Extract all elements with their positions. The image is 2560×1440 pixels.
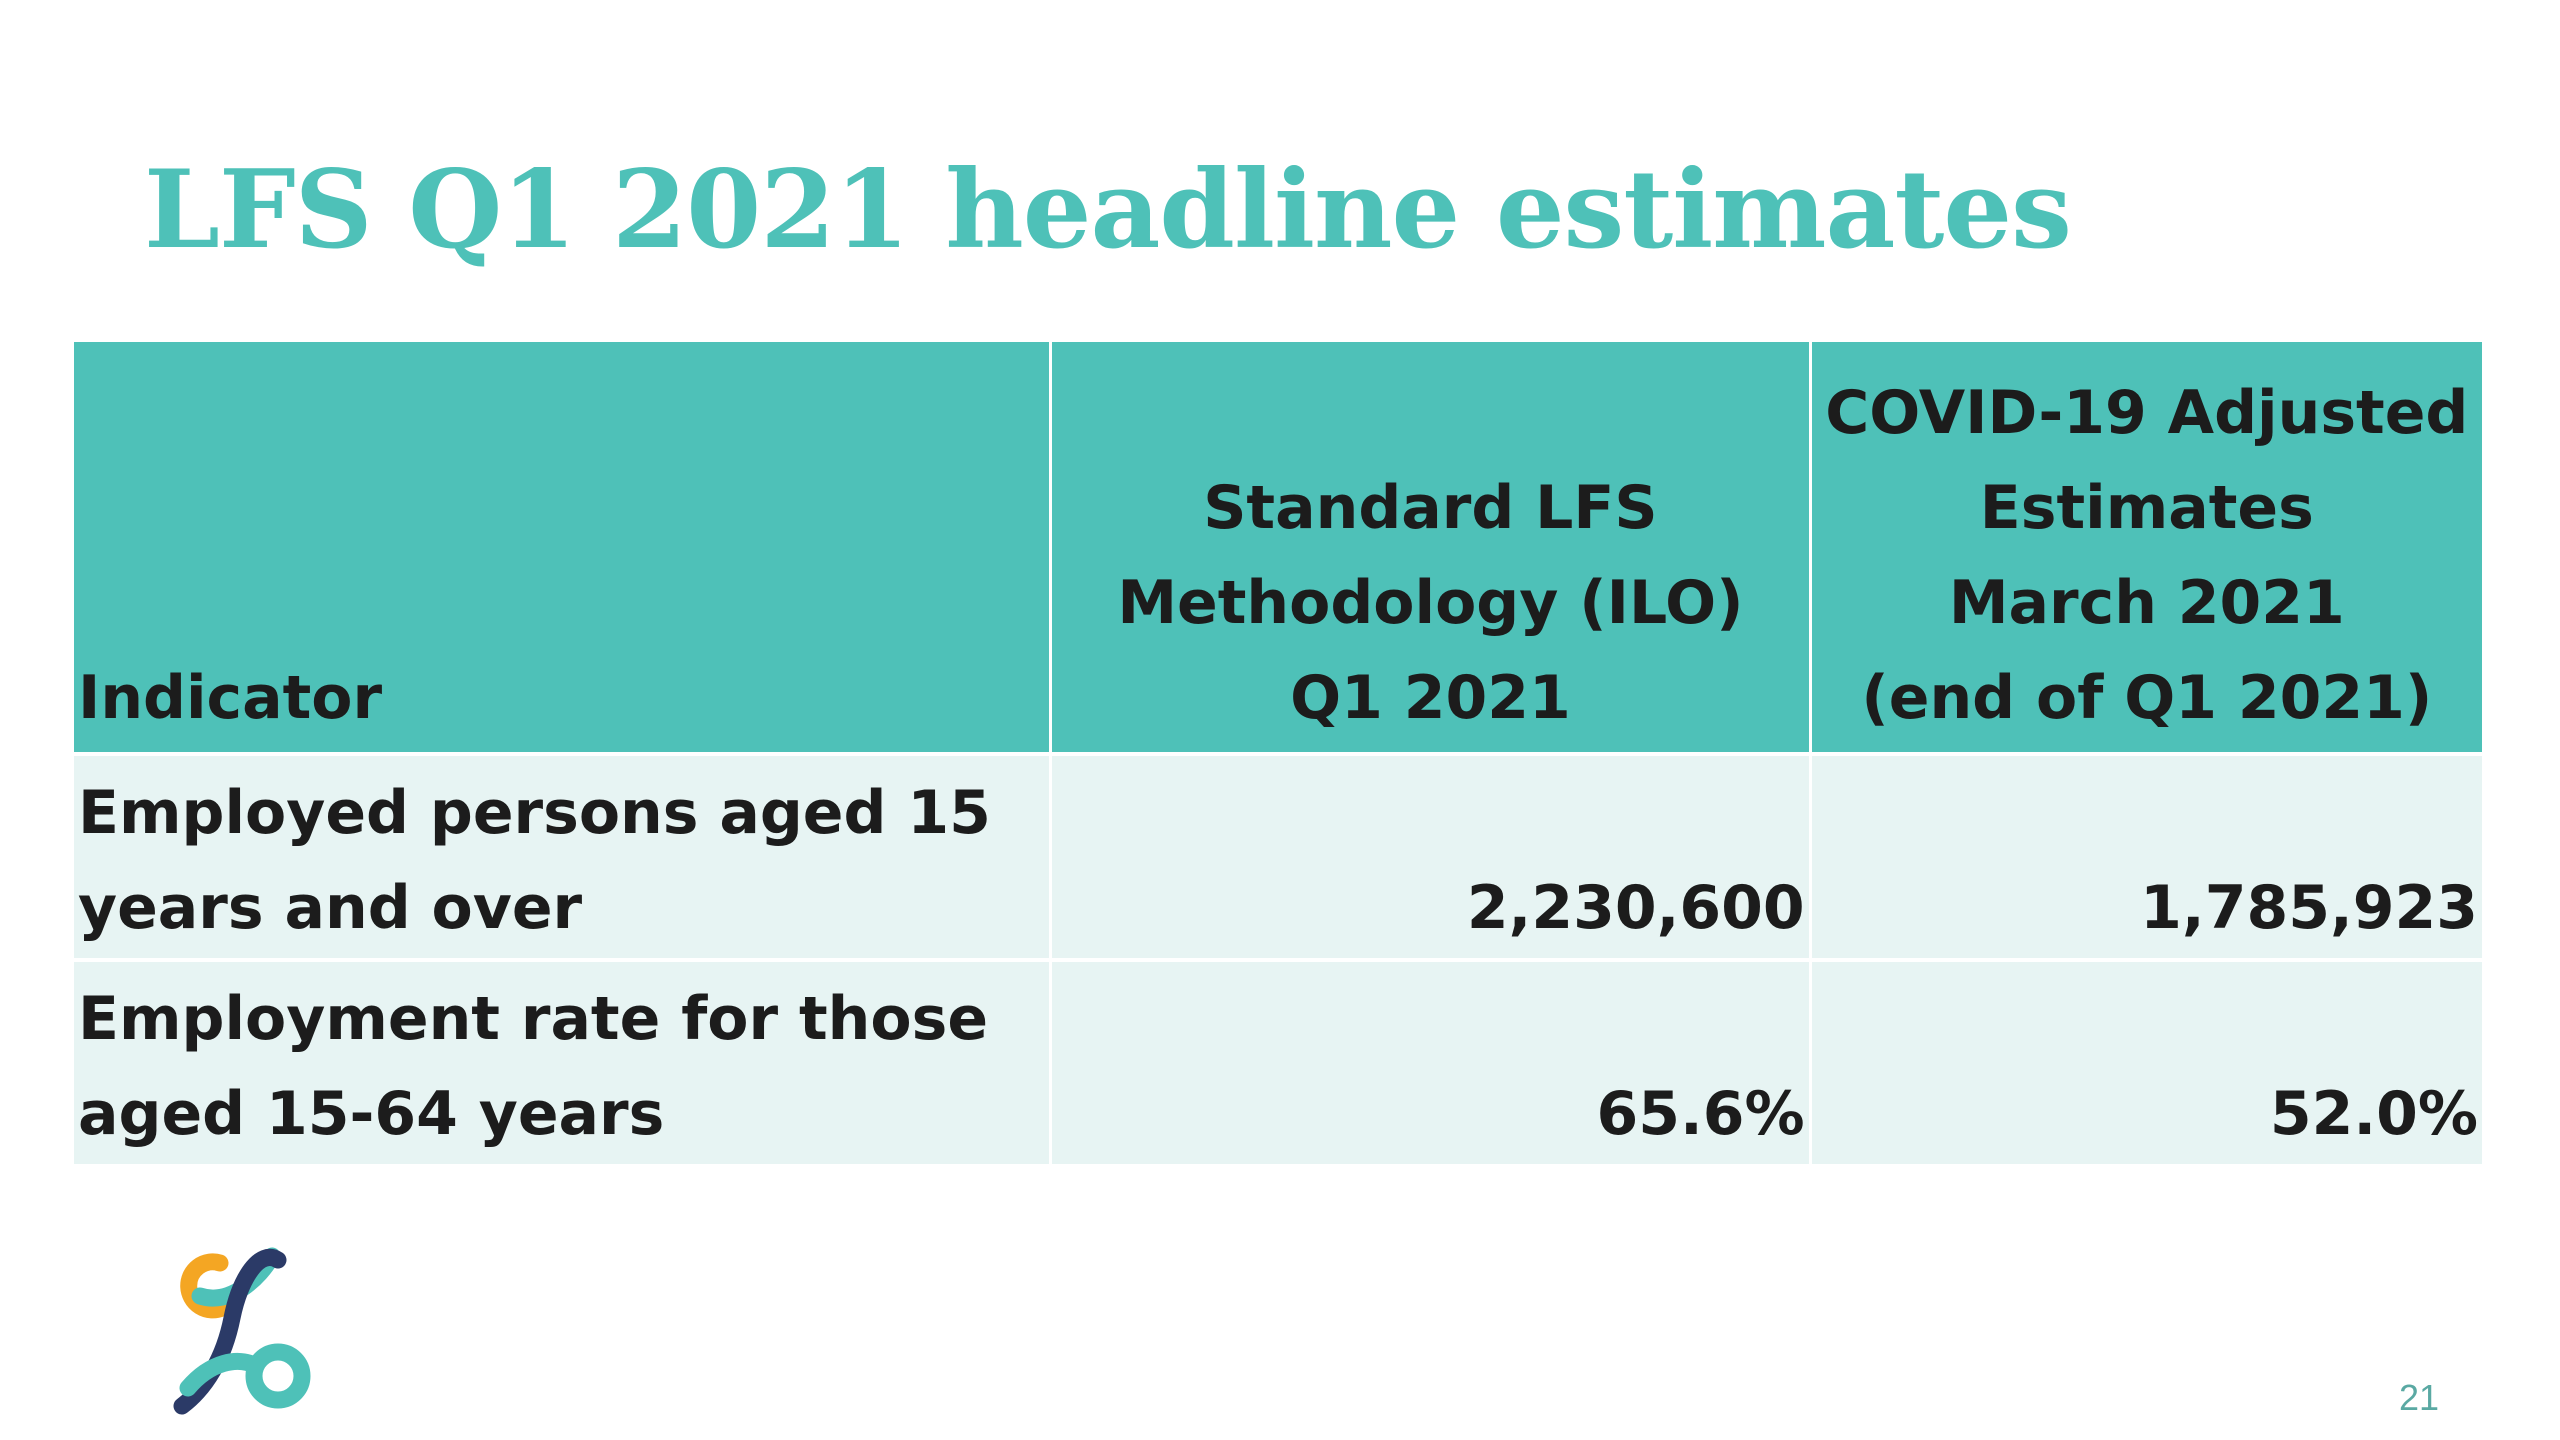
row-indicator-line: Employment rate for those [78,984,989,1054]
row-standard-value: 65.6% [1052,958,1809,1164]
table-row: Employed persons aged 15 years and over … [74,752,2482,958]
organization-logo-icon [173,1247,311,1415]
header-covid-line: (end of Q1 2021) [1861,663,2433,733]
logo-teal-ring [245,1343,311,1409]
estimates-table: Indicator Standard LFS Methodology (ILO)… [71,342,2485,1164]
logo-orange-ring [180,1253,231,1319]
header-standard-line: Standard LFS [1203,473,1658,543]
logo-teal-bridge [179,1352,265,1397]
table-header-row: Indicator Standard LFS Methodology (ILO)… [74,342,2482,752]
header-indicator-label: Indicator [78,663,383,733]
header-standard-line: Methodology (ILO) [1117,568,1744,638]
header-covid-line: Estimates [1979,473,2314,543]
header-covid-line: March 2021 [1948,568,2345,638]
slide-title: LFS Q1 2021 headline estimates [144,147,2072,273]
page-number: 21 [2398,1377,2439,1418]
row-covid-value: 1,785,923 [1811,752,2482,958]
header-standard-line: Q1 2021 [1290,663,1571,733]
row-indicator: Employed persons aged 15 years and over [74,752,1050,958]
row-standard-value: 2,230,600 [1052,752,1809,958]
row-indicator-line: years and over [78,873,583,943]
table-row: Employment rate for those aged 15-64 yea… [74,958,2482,1164]
row-indicator: Employment rate for those aged 15-64 yea… [74,958,1050,1164]
header-standard-lfs: Standard LFS Methodology (ILO) Q1 2021 [1052,342,1809,752]
row-covid-value: 52.0% [1811,958,2482,1164]
header-covid-line: COVID-19 Adjusted [1825,378,2469,448]
header-covid-adjusted: COVID-19 Adjusted Estimates March 2021 (… [1811,342,2482,752]
logo-navy-stroke [173,1249,287,1415]
row-indicator-line: aged 15-64 years [78,1079,665,1149]
row-indicator-line: Employed persons aged 15 [78,778,991,848]
header-indicator: Indicator [74,342,1050,752]
